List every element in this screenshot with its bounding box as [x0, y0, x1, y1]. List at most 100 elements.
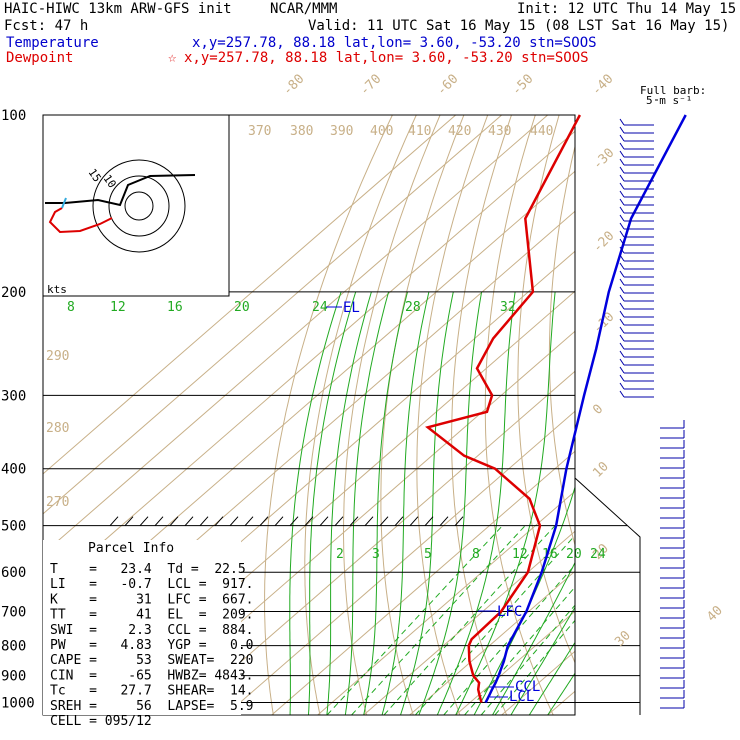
isotherm-label: 40 [704, 603, 726, 625]
pressure-label: 600 [1, 565, 26, 581]
isotherm-line [271, 450, 575, 715]
pressure-label: 900 [1, 669, 26, 685]
hatch-mark [379, 516, 389, 527]
mixing-ratio-label: 32 [500, 300, 516, 315]
wind-barb-icon [619, 270, 625, 278]
isotherm-line [363, 530, 575, 715]
hodograph-ring-label-10: 10 [101, 172, 119, 190]
mixing-ratio-label: 8 [472, 547, 480, 562]
hatch-mark [409, 516, 419, 527]
moist-adiabat-line [326, 291, 372, 715]
wind-barb-icon [619, 374, 625, 382]
parcel-info-row: Tc = 27.7 SHEAR= 14. [50, 684, 254, 699]
mixing-ratio-labels: 8 12 16 20 24 28 322 3 5 8 12 16 20 24 [67, 300, 606, 562]
hatch-mark [319, 516, 329, 527]
isotherm-label: -80 [280, 72, 307, 99]
moist-adiabat-line [400, 291, 454, 715]
mixing-ratio-line [480, 604, 575, 715]
hatch-mark [424, 516, 434, 527]
hodograph-ring-10 [108, 175, 170, 237]
adiabat-label: 290 [46, 349, 69, 364]
moist-adiabat-line [528, 641, 575, 715]
mixing-ratio-line [383, 525, 556, 715]
dry-adiabat-line [416, 115, 489, 715]
barb-unit: 5 m s⁻¹ [646, 94, 692, 107]
chart-frame-extension [574, 477, 641, 715]
wind-barb-icon [619, 342, 625, 350]
hatch-mark [304, 516, 314, 527]
barb-title: Full barb: [640, 84, 706, 97]
mixing-ratio-label: 5 [424, 547, 432, 562]
parcel-info-row: CAPE = 53 SWEAT= 220 [50, 653, 254, 668]
mixing-ratio-lines [289, 291, 575, 715]
isotherm-line [43, 115, 503, 515]
hatch-mark [229, 516, 239, 527]
mixing-ratio-label: 28 [405, 300, 421, 315]
adiabat-label: 270 [46, 495, 69, 510]
pressure-label: 800 [1, 639, 26, 655]
parcel-info-background [43, 540, 241, 715]
adiabat-label: 400 [370, 124, 393, 139]
lfc-label: LFC [497, 604, 522, 620]
wind-barb-icon [619, 254, 625, 262]
isotherm-label: -20 [590, 229, 617, 256]
moist-adiabat-line [492, 561, 575, 715]
hatch-mark [154, 516, 164, 527]
valid-time: Valid: 11 UTC Sat 16 May 15 (08 LST Sat … [308, 18, 729, 34]
isotherm-line [179, 370, 575, 715]
el-label: EL [343, 300, 360, 316]
dry-adiabat-line [694, 115, 740, 715]
pressure-label: 300 [1, 388, 26, 404]
adiabat-label: 440 [530, 124, 553, 139]
dewpoint-star-icon: ☆ [168, 50, 177, 66]
isotherm-line [501, 650, 575, 715]
wind-barb-icon [619, 358, 625, 366]
hodograph-units: kts [47, 283, 67, 296]
hodograph-frame [42, 114, 230, 297]
isotherm-line [225, 410, 575, 715]
hodograph: 15 10 kts [42, 114, 230, 297]
parcel-info-row: SREH = 56 LAPSE= 5.9 [50, 699, 254, 714]
wind-barb-icon [619, 198, 625, 206]
dry-adiabat-line [343, 115, 441, 715]
parcel-info-row: CIN = -65 HWBZ= 4843. [50, 668, 254, 683]
mixing-ratio-label: 20 [566, 547, 582, 562]
parcel-info-row: PW = 4.83 YGP = 0.0 [50, 638, 254, 653]
temperature-legend: Temperature [6, 35, 99, 51]
wind-barb-icon [619, 230, 625, 238]
wind-barb-icon [619, 262, 625, 270]
wind-barb-icon [619, 238, 625, 246]
moist-adiabat-line [547, 672, 575, 715]
mixing-ratio-label: 3 [372, 547, 380, 562]
isotherm-label: 10 [590, 459, 612, 481]
pressure-labels: 1000 900 800 700 600 500 400 300 200 100 [1, 108, 35, 712]
dry-adiabat-line [721, 115, 740, 715]
dry-adiabat-line [264, 115, 393, 715]
hatch-mark [259, 516, 269, 527]
mixing-ratio-label: 16 [167, 300, 183, 315]
parcel-info-title: Parcel Info [88, 541, 174, 556]
wind-barb-icon [619, 318, 625, 326]
init-time: Init: 12 UTC Thu 14 May 15 [517, 1, 736, 17]
parcel-info-row: LI = -0.7 LCL = 917. [50, 577, 254, 592]
hatch-mark [244, 516, 254, 527]
hodograph-trace-lower [48, 207, 113, 234]
adiabat-label: 370 [248, 124, 271, 139]
dry-adiabat-line [517, 115, 575, 664]
org-title: NCAR/MMM [270, 1, 337, 17]
mixing-ratio-label: 12 [512, 547, 528, 562]
wind-barb-icon [619, 334, 625, 342]
hatch-mark [109, 516, 119, 527]
isotherm-label: -30 [590, 146, 617, 173]
wind-barb-icon [619, 206, 625, 214]
adiabat-label: 280 [46, 421, 69, 436]
dewpoint-info: x,y=257.78, 88.18 lat,lon= 3.60, -53.20 … [184, 50, 589, 66]
hodograph-ring-label-15: 15 [86, 166, 104, 184]
hodograph-trace-mid [61, 197, 67, 209]
parcel-info-row: T = 23.4 Td = 22.5 [50, 562, 246, 577]
isotherm-line [43, 115, 457, 475]
adiabat-label: 420 [448, 124, 471, 139]
wind-barb-icon [619, 222, 625, 230]
wind-barb-icon [619, 278, 625, 286]
hatch-mark [199, 516, 209, 527]
